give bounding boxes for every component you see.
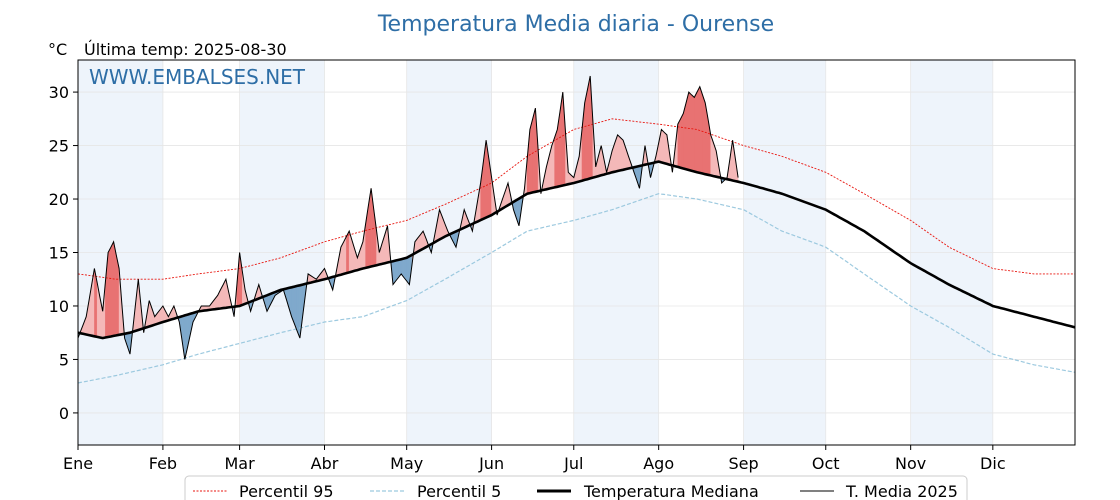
legend-median-label: Temperatura Mediana: [583, 482, 759, 500]
legend-box: [184, 475, 968, 500]
fill-above-median: [554, 129, 558, 188]
y-tick-label: 0: [59, 404, 69, 423]
x-tick-label: May: [390, 454, 423, 473]
fill-above-median: [691, 94, 695, 172]
fill-above-median: [107, 247, 112, 338]
y-axis-ticks: 0 5 10 15 20 25 30: [49, 83, 78, 423]
fill-above-median: [110, 241, 114, 337]
grid-lines: [77, 60, 1075, 445]
fill-above-median: [532, 108, 536, 193]
p5-line: [77, 193, 1076, 384]
legend-p5-label: Percentil 5: [417, 482, 501, 500]
y-tick-label: 25: [49, 137, 69, 156]
current-year-line: [77, 75, 739, 360]
fill-above-median: [680, 113, 684, 169]
x-tick-label: Jul: [563, 454, 583, 473]
fill-above-median: [620, 136, 624, 171]
watermark: WWW.EMBALSES.NET: [89, 65, 306, 89]
fill-below-median: [406, 255, 410, 286]
series-lines: [77, 75, 1076, 384]
fill-above-median: [661, 128, 665, 164]
chart-title: Temperatura Media diaria - Ourense: [377, 12, 774, 37]
y-tick-label: 15: [49, 244, 69, 263]
fill-above-median: [694, 91, 698, 173]
x-tick-label: Sep: [729, 454, 759, 473]
fill-above-median: [617, 134, 621, 172]
last-update-label: Última temp: 2025-08-30: [84, 40, 287, 59]
x-tick-label: Abr: [311, 454, 339, 473]
y-tick-label: 30: [49, 83, 69, 102]
fill-above-median: [587, 75, 591, 180]
y-tick-label: 20: [49, 190, 69, 209]
fill-above-median: [346, 230, 350, 274]
x-tick-label: Oct: [812, 454, 840, 473]
x-tick-label: Mar: [225, 454, 256, 473]
median-line: [77, 160, 1076, 340]
fill-below-median: [296, 284, 301, 339]
x-tick-label: Ene: [63, 454, 93, 473]
fill-above-median: [702, 94, 706, 175]
legend-p95-label: Percentil 95: [239, 482, 334, 500]
x-tick-label: Nov: [895, 454, 926, 473]
x-tick-label: Ago: [643, 454, 674, 473]
fill-above-median: [677, 118, 681, 169]
fill-above-median: [113, 241, 117, 337]
y-tick-label: 5: [59, 350, 69, 369]
fill-above-median: [688, 91, 692, 172]
fill-above-median: [685, 92, 690, 171]
y-tick-label: 10: [49, 297, 69, 316]
legend-current-label: T. Media 2025: [845, 482, 958, 500]
legend: Percentil 95 Percentil 5 Temperatura Med…: [184, 475, 968, 500]
fill-above-median: [663, 131, 668, 165]
x-tick-label: Dic: [980, 454, 1006, 473]
x-tick-label: Feb: [149, 454, 177, 473]
fill-above-median: [699, 86, 703, 174]
x-tick-label: Jun: [478, 454, 504, 473]
unit-label: °C: [48, 40, 67, 59]
x-axis-ticks: Ene Feb Mar Abr May Jun Jul Ago Sep Oct Nov Dic: [63, 445, 1006, 473]
